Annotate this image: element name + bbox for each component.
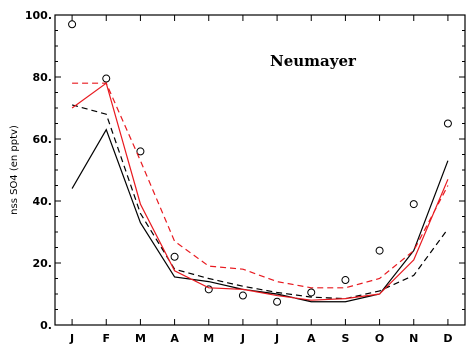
y-axis-label: nss SO4 (en pptv) [9,125,20,215]
data-point-circle [170,252,179,261]
x-tick-label: O [375,332,384,345]
data-point-circle [409,200,418,209]
data-point-circle [136,147,145,156]
x-tick-label: M [203,332,214,345]
y-tick-label: 100. [25,9,52,22]
x-tick-label: M [135,332,146,345]
series-line-4 [72,82,449,289]
data-point-circle [204,285,213,294]
x-tick-label: J [274,332,279,345]
y-tick-label: 0. [40,319,52,332]
data-point-circle [102,74,111,83]
x-tick-label: S [341,332,349,345]
data-point-circle [68,20,77,29]
data-point-circle [307,288,316,297]
chart-title: Neumayer [270,52,357,70]
x-tick-label: N [409,332,418,345]
series-line-2 [71,104,449,300]
data-point-circle [273,297,282,306]
plot-area: 0. 20. 40. 60. 80. 100. J F M A M J J A S O N D [25,9,466,345]
y-tick-label: 80. [33,71,53,84]
data-point-circle [238,291,247,300]
y-tick-label: 40. [33,195,53,208]
plot-frame [54,14,466,326]
x-tick-label: D [443,332,452,345]
y-tick-label: 20. [33,257,53,270]
data-point-circle [341,276,350,285]
data-point-circle [443,119,452,128]
series-line-1 [71,128,449,303]
series-line-3 [71,82,449,301]
x-tick-label: A [307,332,316,345]
data-point-circle [375,246,384,255]
x-tick-label: J [69,332,74,345]
y-tick-label: 60. [33,133,53,146]
x-tick-label: J [240,332,245,345]
x-tick-label: F [102,332,110,345]
x-tick-label: A [170,332,179,345]
